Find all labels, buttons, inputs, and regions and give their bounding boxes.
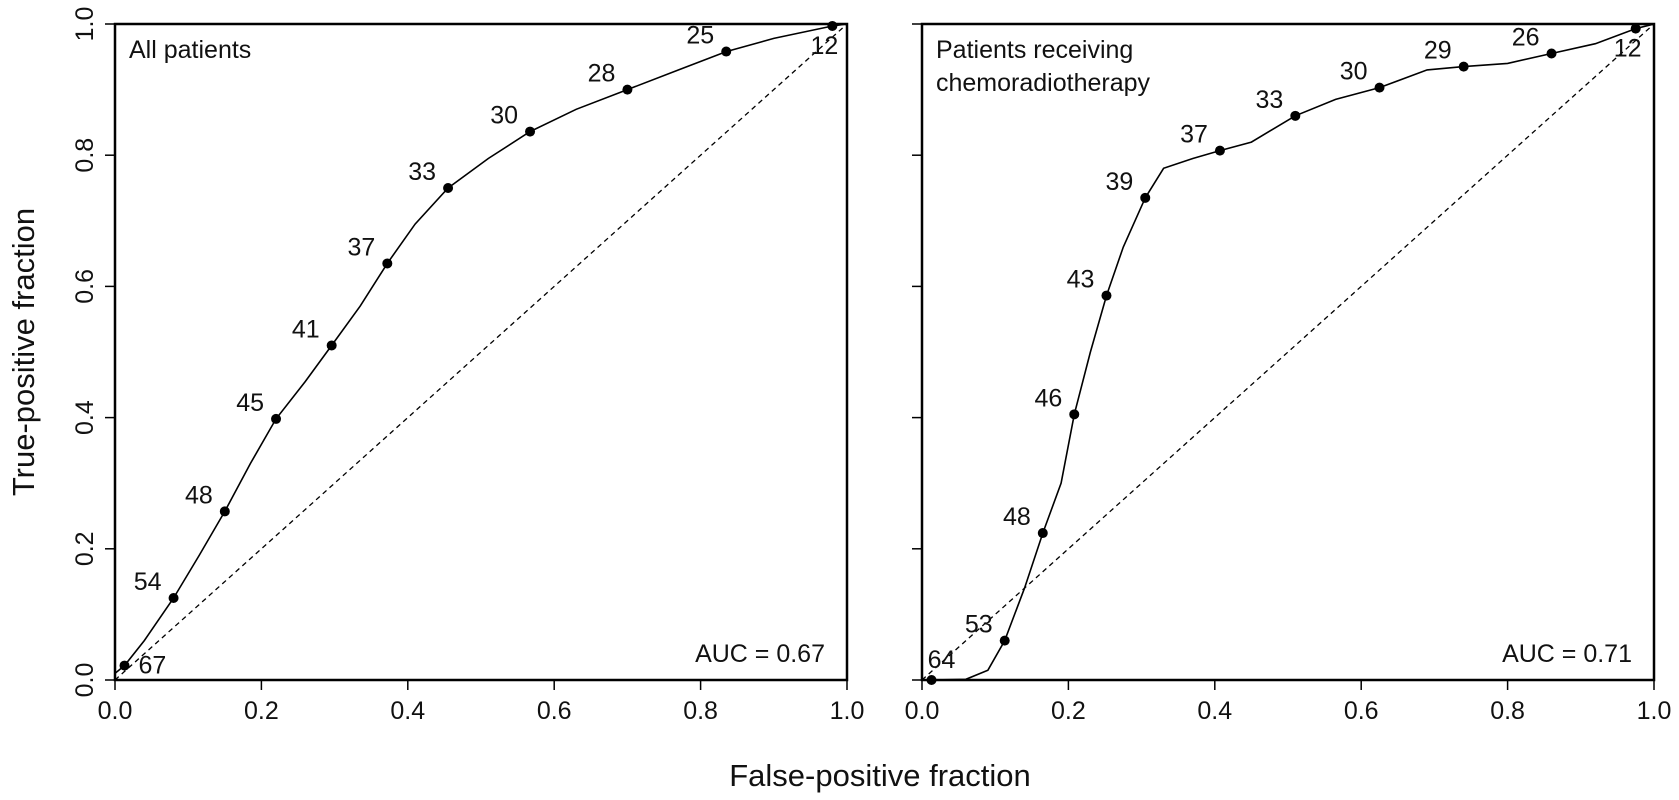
threshold-point [219, 506, 230, 517]
x-tick-label: 0.4 [390, 697, 425, 725]
threshold-point [382, 258, 393, 269]
y-tick-label: 0.8 [71, 138, 99, 173]
threshold-label: 53 [965, 611, 993, 639]
threshold-point [1630, 23, 1641, 34]
x-tick-label: 1.0 [1637, 697, 1672, 725]
chance-diagonal [114, 23, 848, 681]
roc-curve [922, 23, 1655, 681]
threshold-point [119, 660, 130, 671]
x-tick-label: 0.8 [683, 697, 718, 725]
threshold-point [721, 46, 732, 57]
threshold-point [1140, 192, 1151, 203]
threshold-point [271, 413, 282, 424]
y-tick-label: 0.6 [71, 269, 99, 304]
threshold-label: 41 [292, 315, 320, 343]
x-tick-label: 0.6 [537, 697, 572, 725]
threshold-label: 25 [686, 22, 714, 50]
threshold-label: 54 [134, 568, 162, 596]
threshold-label: 12 [1614, 35, 1642, 63]
x-tick-label: 0.0 [98, 697, 133, 725]
threshold-label: 12 [810, 32, 838, 60]
x-tick-label: 0.0 [905, 697, 940, 725]
panel-title-line: chemoradiotherapy [936, 69, 1151, 97]
threshold-label: 39 [1105, 168, 1133, 196]
threshold-point [1069, 409, 1080, 420]
threshold-label: 43 [1067, 266, 1095, 294]
panel-title: All patients [129, 36, 251, 64]
roc-panel-2: 0.0 0.2 0.4 0.6 0.8 1.0 64 53 48 46 43 39 37 33 30 29 26… [905, 22, 1672, 725]
threshold-point [525, 126, 536, 137]
threshold-point [1458, 61, 1469, 72]
threshold-point [999, 635, 1010, 646]
x-tick-label: 0.2 [244, 697, 279, 725]
roc-curve [114, 23, 848, 675]
threshold-label: 28 [588, 60, 616, 88]
threshold-label: 30 [1340, 58, 1368, 86]
threshold-label: 29 [1424, 37, 1452, 65]
auc-annotation: AUC = 0.71 [1502, 640, 1632, 668]
threshold-point [443, 183, 454, 193]
threshold-label: 33 [1256, 86, 1284, 114]
x-axis-title: False-positive fraction [729, 758, 1031, 793]
plot-frame [920, 22, 1656, 682]
x-tick-label: 0.4 [1197, 697, 1232, 725]
roc-panels: 0.0 0.2 0.4 0.6 0.8 1.0 0.0 0.2 0.4 0.6 0.8 1.0 67 54… [71, 7, 1671, 725]
threshold-label: 64 [928, 646, 956, 674]
threshold-point [1374, 82, 1385, 93]
threshold-label: 45 [236, 389, 264, 417]
threshold-point [1290, 110, 1301, 121]
y-axis-title: True-positive fraction [6, 208, 41, 496]
x-tick-label: 0.8 [1490, 697, 1525, 725]
y-tick-label: 0.0 [71, 663, 99, 698]
threshold-point [1037, 528, 1048, 539]
threshold-point [926, 675, 937, 685]
x-tick-label: 1.0 [830, 697, 865, 725]
threshold-point [326, 340, 337, 351]
threshold-label: 67 [139, 652, 167, 680]
panel-title-line: Patients receiving [936, 36, 1133, 64]
threshold-label: 48 [1003, 503, 1031, 531]
roc-panel-1: 0.0 0.2 0.4 0.6 0.8 1.0 0.0 0.2 0.4 0.6 0.8 1.0 67 54… [71, 7, 864, 725]
threshold-label: 48 [185, 481, 213, 509]
threshold-point [1546, 48, 1557, 59]
threshold-label: 46 [1034, 384, 1062, 412]
threshold-point [622, 84, 633, 95]
threshold-label: 33 [408, 158, 436, 186]
threshold-point [827, 20, 838, 31]
y-tick-label: 1.0 [71, 7, 99, 42]
plot-frame [113, 22, 849, 682]
x-tick-label: 0.2 [1051, 697, 1086, 725]
y-tick-label: 0.4 [71, 400, 99, 435]
threshold-label: 30 [490, 102, 518, 130]
threshold-point [168, 593, 179, 603]
threshold-label: 37 [1180, 121, 1208, 149]
auc-annotation: AUC = 0.67 [695, 640, 825, 668]
x-tick-label: 0.6 [1344, 697, 1379, 725]
y-tick-label: 0.2 [71, 531, 99, 566]
threshold-point [1101, 290, 1112, 301]
threshold-label: 26 [1512, 24, 1540, 52]
threshold-label: 37 [347, 233, 375, 261]
threshold-point [1214, 145, 1225, 156]
chance-diagonal [921, 23, 1655, 681]
